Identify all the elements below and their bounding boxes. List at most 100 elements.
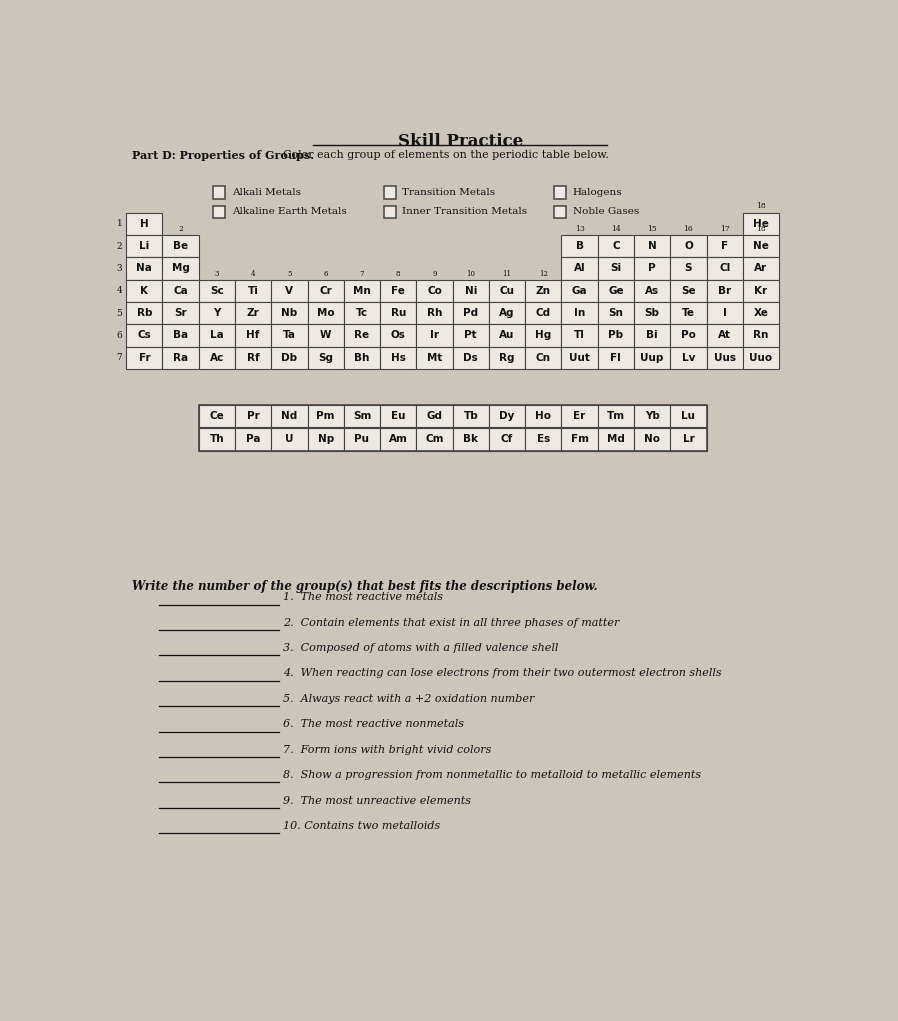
Bar	[561, 428, 598, 450]
Text: 5.  Always react with a +2 oxidation number: 5. Always react with a +2 oxidation numb…	[283, 694, 534, 703]
Bar	[235, 280, 271, 302]
Text: Uuo: Uuo	[749, 352, 772, 362]
Bar	[453, 405, 489, 428]
Text: Cd: Cd	[536, 308, 550, 319]
Text: Tb: Tb	[463, 411, 478, 422]
Bar	[743, 302, 779, 325]
Text: 17: 17	[720, 225, 729, 233]
Text: Hf: Hf	[246, 331, 260, 340]
Text: 4.  When reacting can lose electrons from their two outermost electron shells: 4. When reacting can lose electrons from…	[283, 669, 721, 679]
Bar	[489, 428, 525, 450]
Text: As: As	[645, 286, 659, 296]
Bar	[598, 346, 634, 369]
Bar	[561, 280, 598, 302]
Bar	[598, 257, 634, 280]
Text: Si: Si	[611, 263, 621, 274]
Text: Ac: Ac	[210, 352, 224, 362]
Bar	[634, 346, 670, 369]
Text: La: La	[210, 331, 224, 340]
Bar	[344, 428, 380, 450]
Text: Bh: Bh	[355, 352, 370, 362]
Text: Ru: Ru	[391, 308, 406, 319]
Text: Lv: Lv	[682, 352, 695, 362]
Bar	[417, 428, 453, 450]
Text: 5: 5	[287, 271, 292, 278]
Bar	[561, 302, 598, 325]
Bar	[554, 205, 567, 218]
Bar	[489, 325, 525, 346]
Text: Y: Y	[213, 308, 221, 319]
Text: Inner Transition Metals: Inner Transition Metals	[402, 207, 527, 216]
Text: Th: Th	[209, 434, 224, 444]
Text: P: P	[648, 263, 656, 274]
Text: No: No	[644, 434, 660, 444]
Text: Zn: Zn	[536, 286, 550, 296]
Text: Mg: Mg	[172, 263, 189, 274]
Text: Uut: Uut	[569, 352, 590, 362]
Text: Sm: Sm	[353, 411, 371, 422]
Text: Fr: Fr	[138, 352, 150, 362]
Bar	[525, 280, 561, 302]
Bar	[670, 346, 707, 369]
Text: 1: 1	[117, 220, 122, 229]
Bar	[670, 302, 707, 325]
Text: 6: 6	[117, 331, 122, 340]
Text: Cl: Cl	[719, 263, 730, 274]
Text: Dy: Dy	[499, 411, 515, 422]
Text: Pa: Pa	[246, 434, 260, 444]
Text: 14: 14	[611, 225, 621, 233]
Bar	[417, 405, 453, 428]
Bar	[383, 187, 396, 199]
Bar	[127, 302, 163, 325]
Text: W: W	[320, 331, 331, 340]
Text: Cu: Cu	[499, 286, 515, 296]
Text: Sg: Sg	[318, 352, 333, 362]
Text: 6: 6	[323, 271, 328, 278]
Bar	[383, 205, 396, 218]
Text: Nd: Nd	[281, 411, 297, 422]
Bar	[198, 405, 235, 428]
Text: 8: 8	[396, 271, 401, 278]
Text: Halogens: Halogens	[573, 188, 622, 197]
Text: Ho: Ho	[535, 411, 551, 422]
Text: Na: Na	[136, 263, 153, 274]
Bar	[235, 346, 271, 369]
Bar	[707, 325, 743, 346]
Bar	[198, 280, 235, 302]
Text: Rh: Rh	[427, 308, 442, 319]
Text: Sn: Sn	[609, 308, 623, 319]
Bar	[670, 428, 707, 450]
Bar	[525, 428, 561, 450]
Text: 16: 16	[683, 225, 693, 233]
Bar	[561, 325, 598, 346]
Text: Eu: Eu	[391, 411, 406, 422]
Text: Bi: Bi	[647, 331, 658, 340]
Text: 12: 12	[539, 271, 548, 278]
Text: Pm: Pm	[316, 411, 335, 422]
Text: Ce: Ce	[209, 411, 224, 422]
Bar	[198, 325, 235, 346]
Text: Bk: Bk	[463, 434, 479, 444]
Text: Tc: Tc	[356, 308, 368, 319]
Bar	[307, 346, 344, 369]
Bar	[707, 235, 743, 257]
Text: Cn: Cn	[536, 352, 550, 362]
Bar	[127, 257, 163, 280]
Text: Lu: Lu	[682, 411, 695, 422]
Text: N: N	[647, 241, 656, 251]
Text: Al: Al	[574, 263, 585, 274]
Bar	[198, 405, 707, 450]
Text: Zr: Zr	[247, 308, 260, 319]
Bar	[707, 346, 743, 369]
Text: 15: 15	[647, 225, 657, 233]
Text: Te: Te	[682, 308, 695, 319]
Text: 1.  The most reactive metals: 1. The most reactive metals	[283, 592, 443, 602]
Text: 5: 5	[117, 308, 122, 318]
Bar	[344, 405, 380, 428]
Text: Li: Li	[139, 241, 149, 251]
Text: Uup: Uup	[640, 352, 664, 362]
Bar	[634, 428, 670, 450]
Bar	[235, 302, 271, 325]
Bar	[561, 235, 598, 257]
Bar	[417, 325, 453, 346]
